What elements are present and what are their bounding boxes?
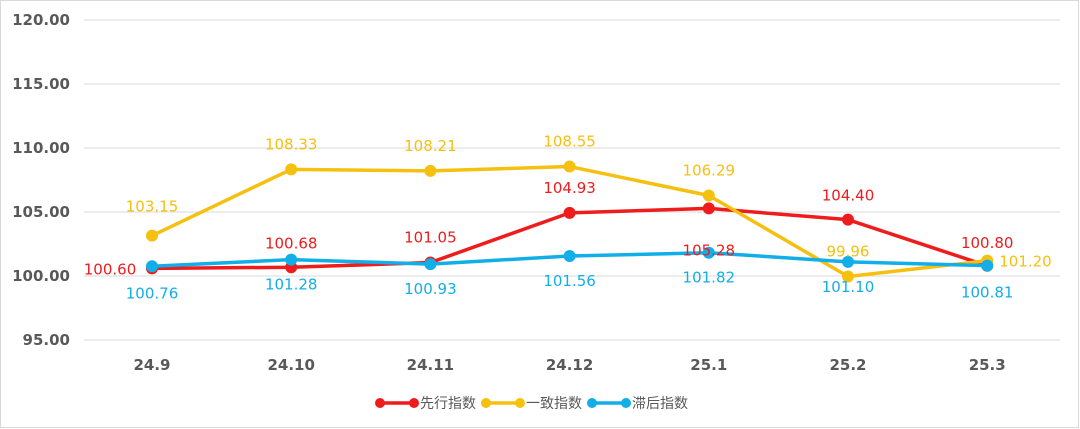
data-point — [702, 189, 715, 202]
legend-label: 先行指数 — [420, 396, 476, 412]
data-point — [842, 255, 854, 268]
data-label: 103.15 — [126, 198, 179, 216]
data-label: 100.80 — [961, 234, 1014, 252]
y-tick-label: 120.00 — [12, 11, 70, 29]
y-tick-label: 110.00 — [12, 139, 70, 157]
data-point — [424, 164, 437, 177]
data-label: 104.40 — [822, 187, 875, 205]
legend-marker — [375, 398, 385, 408]
data-label-layer: 100.60 100.68 101.05 104.93 105.28 104.40 100.… — [84, 133, 1052, 303]
data-label: 104.93 — [543, 179, 596, 197]
x-tick-label: 25.2 — [829, 356, 866, 374]
data-point — [285, 253, 298, 266]
y-tick-label: 115.00 — [12, 75, 70, 93]
data-label: 100.81 — [961, 284, 1014, 302]
data-label: 105.28 — [683, 241, 736, 259]
data-label: 100.93 — [404, 280, 457, 298]
legend-item: 滞后指数 — [587, 396, 688, 412]
legend-marker — [409, 398, 419, 408]
data-label: 99.96 — [827, 243, 870, 261]
data-label: 101.05 — [404, 229, 457, 247]
y-tick-label: 105.00 — [12, 203, 70, 221]
legend-item: 一致指数 — [481, 396, 582, 412]
legend-marker — [621, 398, 631, 408]
data-label: 108.21 — [404, 137, 457, 155]
axis-layer: 95.00 100.00 105.00 110.00 115.00 120.00 24.9 2… — [12, 11, 1006, 374]
data-label: 106.29 — [683, 161, 736, 179]
data-point — [702, 202, 715, 215]
series-layer — [146, 160, 994, 283]
legend-label: 一致指数 — [526, 396, 582, 412]
data-label: 101.28 — [265, 276, 318, 294]
data-label: 101.20 — [999, 253, 1051, 271]
data-label: 101.10 — [822, 278, 875, 296]
data-point — [563, 206, 576, 219]
data-point — [146, 229, 158, 242]
legend-item: 先行指数 — [375, 396, 476, 412]
data-point — [563, 160, 576, 173]
x-tick-label: 24.10 — [267, 356, 314, 374]
data-point — [702, 246, 715, 259]
data-label: 101.56 — [543, 272, 596, 290]
data-label: 100.68 — [265, 234, 318, 252]
data-label: 108.33 — [265, 135, 318, 153]
legend: 先行指数 一致指数 滞后指数 — [375, 396, 688, 412]
data-label: 101.82 — [683, 269, 736, 287]
data-label: 108.55 — [543, 133, 596, 151]
data-point — [146, 260, 158, 273]
x-tick-label: 25.3 — [969, 356, 1006, 374]
legend-label: 滞后指数 — [632, 396, 688, 412]
y-tick-label: 100.00 — [12, 267, 70, 285]
data-label: 100.60 — [84, 260, 137, 278]
x-tick-label: 25.1 — [690, 356, 727, 374]
legend-marker — [481, 398, 491, 408]
x-tick-label: 24.12 — [546, 356, 593, 374]
data-label: 100.76 — [126, 284, 179, 302]
x-tick-label: 24.11 — [407, 356, 454, 374]
data-point — [981, 259, 994, 272]
data-point — [424, 258, 437, 271]
y-tick-label: 95.00 — [23, 331, 70, 349]
x-tick-label: 24.9 — [133, 356, 170, 374]
legend-marker — [515, 398, 525, 408]
data-point — [842, 270, 854, 283]
legend-marker — [587, 398, 597, 408]
data-point — [285, 163, 298, 176]
data-point — [842, 213, 854, 226]
data-point — [563, 250, 576, 263]
grid-layer — [84, 19, 1060, 341]
